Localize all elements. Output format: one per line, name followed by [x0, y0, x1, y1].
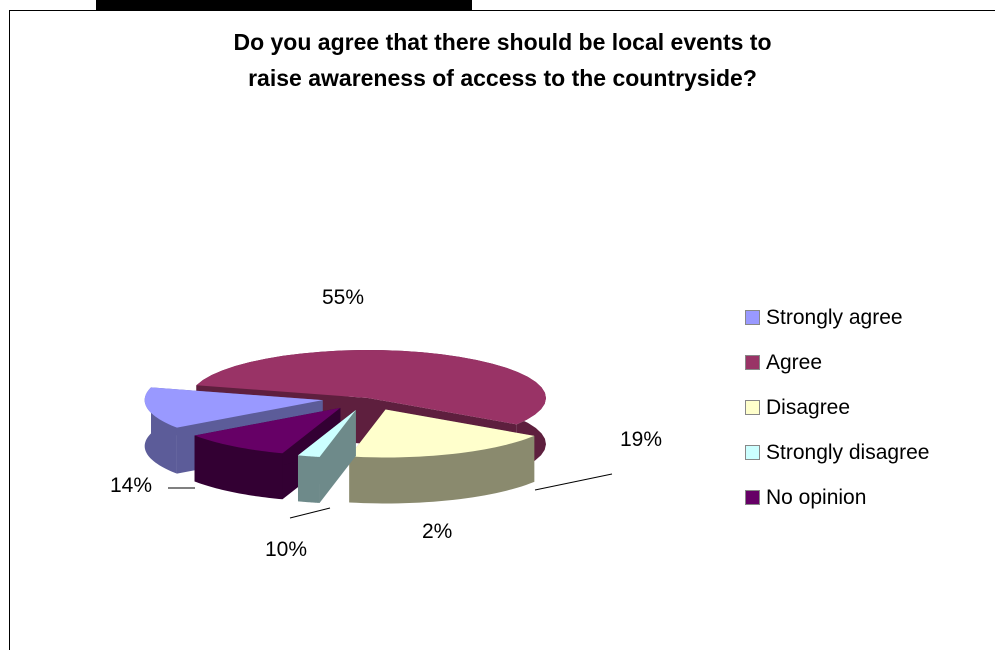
legend-label: Agree	[766, 350, 823, 374]
legend-item-strongly-agree: Strongly agree	[745, 295, 929, 340]
data-label-no-opinion: 10%	[265, 538, 308, 561]
chart-title-line-1: Do you agree that there should be local …	[233, 29, 772, 55]
legend: Strongly agree Agree Disagree Strongly d…	[745, 295, 929, 520]
legend-label: No opinion	[766, 485, 867, 509]
leader-line	[289, 507, 331, 519]
data-label-disagree: 19%	[620, 428, 663, 451]
legend-swatch	[745, 445, 760, 460]
data-label-agree: 55%	[322, 286, 365, 309]
pie-chart	[144, 350, 613, 519]
legend-label: Disagree	[766, 395, 851, 419]
data-label-strongly-disagree: 2%	[422, 520, 453, 543]
legend-swatch	[745, 490, 760, 505]
legend-item-strongly-disagree: Strongly disagree	[745, 430, 929, 475]
legend-label: Strongly agree	[766, 305, 903, 329]
chart-title-line-2: raise awareness of access to the country…	[248, 65, 757, 91]
legend-swatch	[745, 355, 760, 370]
legend-label: Strongly disagree	[766, 440, 930, 464]
legend-item-no-opinion: No opinion	[745, 475, 929, 520]
legend-item-agree: Agree	[745, 340, 929, 385]
chart-frame	[9, 10, 995, 650]
sheet-tab	[96, 0, 472, 10]
legend-swatch	[745, 400, 760, 415]
leader-line	[534, 473, 613, 491]
legend-swatch	[745, 310, 760, 325]
chart-title: Do you agree that there should be local …	[10, 24, 995, 96]
pie-slice-disagree	[349, 409, 535, 504]
data-label-strongly-agree: 14%	[110, 474, 153, 497]
legend-item-disagree: Disagree	[745, 385, 929, 430]
pie-slice-strongly-disagree	[297, 409, 356, 503]
